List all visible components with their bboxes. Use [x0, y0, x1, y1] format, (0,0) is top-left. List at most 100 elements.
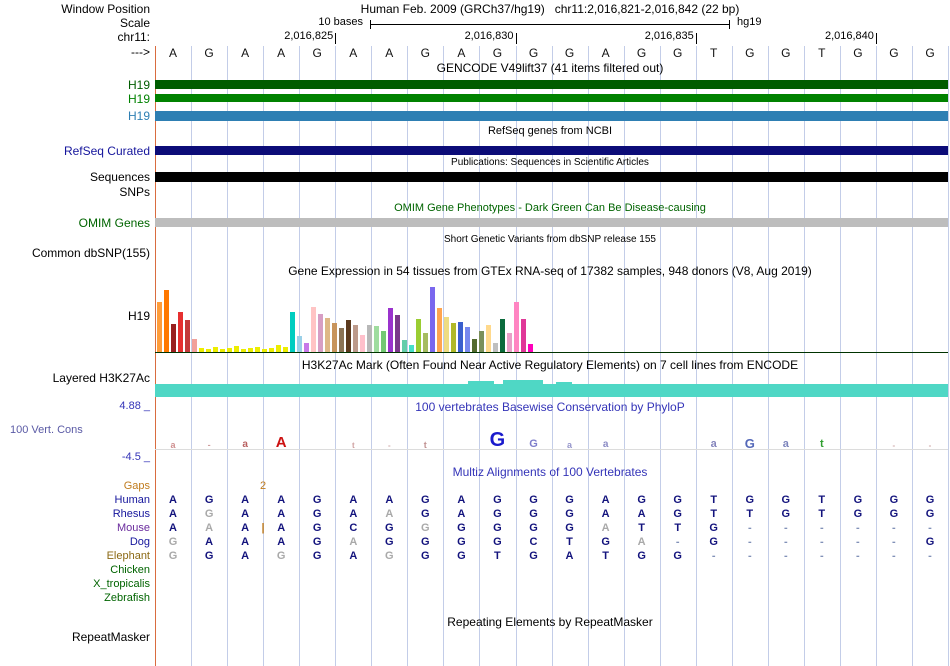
- track-label-snps[interactable]: SNPs: [119, 185, 150, 199]
- omim-track-title: OMIM Gene Phenotypes - Dark Green Can Be…: [394, 202, 706, 214]
- alignment-base: T: [566, 536, 573, 548]
- track-label-repeatmasker[interactable]: RepeatMasker: [71, 630, 150, 644]
- alignment-base: A: [349, 508, 358, 520]
- alignment-base: -: [819, 550, 824, 562]
- alignment-base: -: [819, 536, 824, 548]
- species-label-zebrafish[interactable]: Zebrafish: [104, 592, 150, 604]
- gtex-expression-bar: [311, 307, 316, 352]
- track-label-100-vert-cons[interactable]: 100 Vert. Cons: [10, 424, 83, 436]
- gtex-expression-bar: [318, 314, 323, 352]
- gtex-expression-bar: [199, 348, 204, 352]
- conservation-letter: a: [242, 439, 248, 450]
- alignment-base: A: [601, 494, 610, 506]
- track-label-h19-3[interactable]: H19: [127, 109, 150, 123]
- alignment-base: G: [493, 508, 502, 520]
- coordinate-tick: [335, 33, 337, 44]
- track-label-sequences[interactable]: Sequences: [89, 170, 150, 184]
- alignment-base: T: [818, 494, 826, 506]
- track-label-gaps[interactable]: Gaps: [123, 480, 150, 492]
- coordinate-tick: [695, 33, 697, 44]
- conservation-letter: a: [710, 438, 717, 450]
- alignment-base: T: [638, 522, 645, 534]
- alignment-base: G: [925, 494, 935, 506]
- species-label-human[interactable]: Human: [114, 494, 150, 506]
- coordinate-tick: [515, 33, 517, 44]
- track-label-gtex-h19[interactable]: H19: [127, 309, 150, 323]
- alignment-base: -: [892, 550, 896, 562]
- scale-label: Scale: [119, 16, 150, 30]
- species-label-mouse[interactable]: Mouse: [116, 522, 150, 534]
- alignment-base: -: [856, 536, 860, 548]
- gencode-transcript-bar-3[interactable]: [155, 111, 948, 121]
- base-letter: T: [818, 46, 826, 60]
- base-letter: T: [710, 46, 718, 60]
- track-label-h19-1[interactable]: H19: [127, 78, 150, 92]
- scale-bar-left-tick: [370, 20, 371, 29]
- track-label-layered-h3k27ac[interactable]: Layered H3K27Ac: [52, 371, 150, 385]
- species-label-rhesus[interactable]: Rhesus: [112, 508, 150, 520]
- base-letter: G: [564, 46, 575, 60]
- gencode-transcript-bar-1[interactable]: [155, 80, 948, 89]
- base-letter: A: [385, 46, 394, 60]
- track-label-common-dbsnp[interactable]: Common dbSNP(155): [31, 246, 150, 260]
- conservation-letter: a: [782, 438, 789, 450]
- alignment-base: G: [312, 522, 322, 534]
- alignment-base: -: [892, 536, 896, 548]
- alignment-base: A: [241, 522, 250, 534]
- track-label-h19-2[interactable]: H19: [127, 92, 150, 106]
- alignment-base: T: [746, 508, 754, 520]
- species-label-chicken[interactable]: Chicken: [110, 564, 150, 576]
- species-label-elephant[interactable]: Elephant: [106, 550, 150, 562]
- gtex-expression-bar: [213, 347, 218, 352]
- base-letter: G: [745, 46, 755, 60]
- h3k27ac-signal-bar[interactable]: [155, 384, 948, 397]
- alignment-base: G: [457, 536, 466, 548]
- alignment-base: G: [493, 494, 502, 506]
- alignment-base: A: [349, 550, 358, 562]
- base-letter: A: [277, 46, 286, 60]
- alignment-base: A: [241, 550, 250, 562]
- alignment-base: T: [710, 508, 718, 520]
- base-letter: G: [673, 46, 683, 60]
- base-gridline: [912, 46, 913, 666]
- alignment-base: G: [312, 550, 322, 562]
- coordinate-label: 2,016,835: [644, 30, 694, 42]
- coordinate-label: 2,016,825: [284, 30, 334, 42]
- gtex-expression-bar: [227, 348, 232, 352]
- h3k27ac-peak: [503, 380, 543, 384]
- gtex-expression-bar: [437, 308, 442, 352]
- alignment-base: -: [675, 536, 680, 548]
- gtex-baseline: [155, 352, 948, 353]
- gtex-expression-bar: [185, 320, 190, 352]
- assembly-label: hg19: [737, 16, 762, 28]
- alignment-base: G: [745, 494, 755, 506]
- alignment-base: G: [925, 508, 935, 520]
- species-label-dog[interactable]: Dog: [129, 536, 150, 548]
- alignment-base: G: [529, 494, 538, 506]
- publications-sequences-bar[interactable]: [155, 172, 948, 182]
- track-label-refseq-curated[interactable]: RefSeq Curated: [63, 144, 150, 158]
- gtex-expression-bar: [416, 319, 421, 352]
- conservation-letter: -: [892, 441, 896, 450]
- insertion-marker: |: [261, 522, 265, 534]
- conservation-letter: G: [529, 438, 538, 450]
- gtex-expression-bar: [206, 349, 211, 352]
- gencode-track-title: GENCODE V49lift37 (41 items filtered out…: [436, 61, 664, 75]
- alignment-base: G: [385, 536, 394, 548]
- alignment-base: A: [205, 522, 214, 534]
- coordinate-tick: [875, 33, 877, 44]
- alignment-base: G: [889, 494, 899, 506]
- omim-genes-bar[interactable]: [155, 218, 948, 227]
- refseq-curated-bar[interactable]: [155, 146, 948, 155]
- alignment-base: A: [457, 494, 466, 506]
- species-label-x-tropicalis[interactable]: X_tropicalis: [93, 578, 150, 590]
- alignment-base: -: [856, 550, 860, 562]
- track-label-omim-genes[interactable]: OMIM Genes: [78, 216, 150, 230]
- gencode-transcript-bar-2[interactable]: [155, 94, 948, 102]
- alignment-base: -: [928, 550, 932, 562]
- publications-track-title: Publications: Sequences in Scientific Ar…: [451, 157, 649, 168]
- gap-size-label: 2: [260, 480, 267, 492]
- gtex-expression-bar: [332, 323, 337, 352]
- alignment-base: G: [204, 494, 214, 506]
- gtex-expression-bar: [241, 349, 246, 352]
